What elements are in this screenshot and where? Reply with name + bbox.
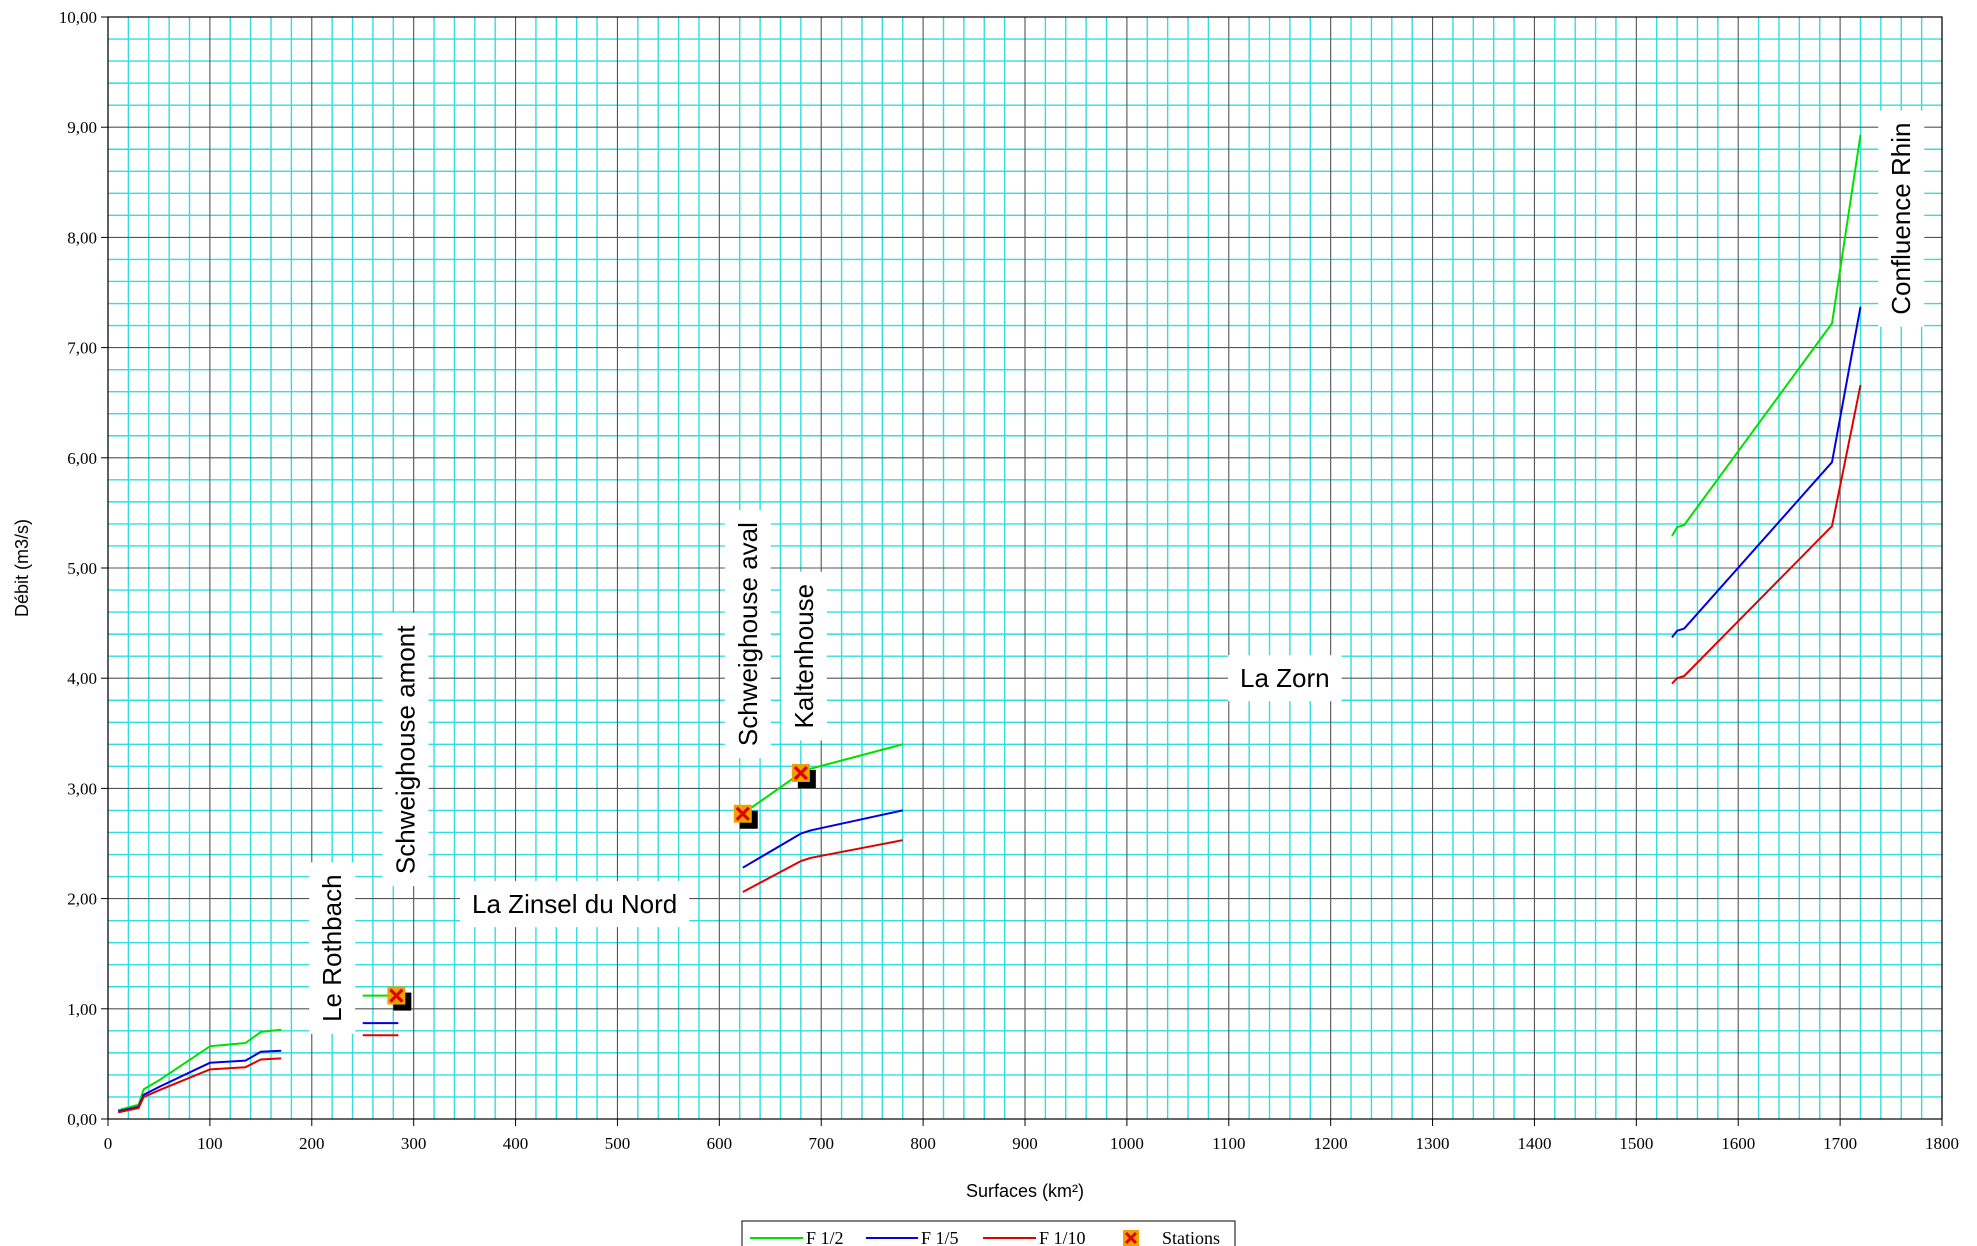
- x-tick-label: 1600: [1721, 1134, 1755, 1153]
- x-tick-label: 800: [910, 1134, 936, 1153]
- annotation-background: [780, 571, 827, 741]
- y-tick-label: 9,00: [67, 118, 97, 137]
- legend-label-stations: Stations: [1162, 1228, 1220, 1246]
- y-tick-label: 0,00: [67, 1110, 97, 1129]
- series-lines: [117, 134, 1862, 1114]
- annotation-background: [1228, 655, 1342, 702]
- x-tick-label: 1100: [1212, 1134, 1245, 1153]
- y-axis-title: Débit (m3/s): [12, 519, 32, 617]
- x-tick-label: 1000: [1110, 1134, 1144, 1153]
- annotation-label: Confluence Rhin: [1878, 110, 1925, 327]
- x-axis-title: Surfaces (km²): [966, 1181, 1084, 1201]
- y-tick-label: 6,00: [67, 449, 97, 468]
- series-line: [117, 1028, 282, 1112]
- annotation-background: [724, 510, 771, 759]
- annotations: Le Rothbach Schweighouse amont La Zinsel d…: [309, 110, 1925, 1034]
- series-line: [1671, 306, 1862, 639]
- x-tick-label: 600: [707, 1134, 733, 1153]
- annotation-label: Kaltenhouse: [780, 571, 827, 741]
- y-tick-label: 1,00: [67, 1000, 97, 1019]
- legend-label-f110: F 1/10: [1039, 1228, 1086, 1246]
- x-tick-label: 1500: [1619, 1134, 1653, 1153]
- annotation-text: Le Rothbach: [317, 874, 347, 1021]
- x-tick-label: 400: [503, 1134, 529, 1153]
- annotation-text: La Zinsel du Nord: [472, 889, 677, 919]
- station-markers: [387, 763, 816, 1011]
- x-tick-label: 500: [605, 1134, 631, 1153]
- annotation-label: Le Rothbach: [309, 862, 356, 1034]
- y-tick-label: 7,00: [67, 339, 97, 358]
- y-tick-label: 5,00: [67, 559, 97, 578]
- x-tick-label: 100: [197, 1134, 223, 1153]
- legend-station-marker: [1123, 1230, 1139, 1246]
- y-tick-label: 8,00: [67, 228, 97, 247]
- station-marker: [387, 986, 412, 1011]
- annotation-text: Schweighouse amont: [391, 625, 421, 874]
- x-tick-label: 0: [104, 1134, 113, 1153]
- legend: F 1/2 F 1/5 F 1/10 Stations: [741, 1220, 1236, 1246]
- legend-box: [741, 1220, 1236, 1246]
- legend-label-f12: F 1/2: [806, 1228, 844, 1246]
- annotation-label: La Zorn: [1228, 655, 1342, 702]
- series-line: [1671, 134, 1862, 537]
- x-tick-label: 300: [401, 1134, 427, 1153]
- tick-labels: 0 100 200 300 400 500 600 700 800 900 1000 1100 1200…: [59, 8, 1959, 1153]
- x-tick-label: 1700: [1823, 1134, 1857, 1153]
- x-tick-label: 700: [808, 1134, 834, 1153]
- y-tick-label: 10,00: [59, 8, 97, 27]
- annotation-text: Confluence Rhin: [1886, 123, 1916, 315]
- annotation-background: [460, 881, 690, 928]
- station-marker: [791, 763, 816, 788]
- x-tick-label: 1200: [1314, 1134, 1348, 1153]
- x-tick-label: 200: [299, 1134, 325, 1153]
- y-tick-label: 4,00: [67, 669, 97, 688]
- x-tick-label: 900: [1012, 1134, 1038, 1153]
- series-line: [117, 1057, 282, 1114]
- legend-label-f15: F 1/5: [921, 1228, 959, 1246]
- series-line: [1671, 384, 1862, 685]
- station-marker: [733, 804, 758, 829]
- major-grid: [107, 16, 1943, 1120]
- x-tick-label: 1300: [1416, 1134, 1450, 1153]
- annotation-label: La Zinsel du Nord: [460, 881, 690, 928]
- annotation-background: [382, 612, 429, 887]
- annotation-background: [1878, 110, 1925, 327]
- x-tick-label: 1400: [1517, 1134, 1551, 1153]
- annotation-text: Schweighouse aval: [733, 522, 763, 746]
- y-tick-label: 3,00: [67, 779, 97, 798]
- y-tick-label: 2,00: [67, 890, 97, 909]
- annotation-background: [309, 862, 356, 1034]
- axis-ticks: [101, 16, 1943, 1126]
- series-line: [742, 809, 903, 869]
- x-tick-label: 1800: [1925, 1134, 1959, 1153]
- annotation-text: Kaltenhouse: [789, 584, 819, 729]
- annotation-text: La Zorn: [1240, 663, 1330, 693]
- annotation-label: Schweighouse aval: [724, 510, 771, 759]
- annotation-label: Schweighouse amont: [382, 612, 429, 887]
- series-line: [742, 839, 903, 893]
